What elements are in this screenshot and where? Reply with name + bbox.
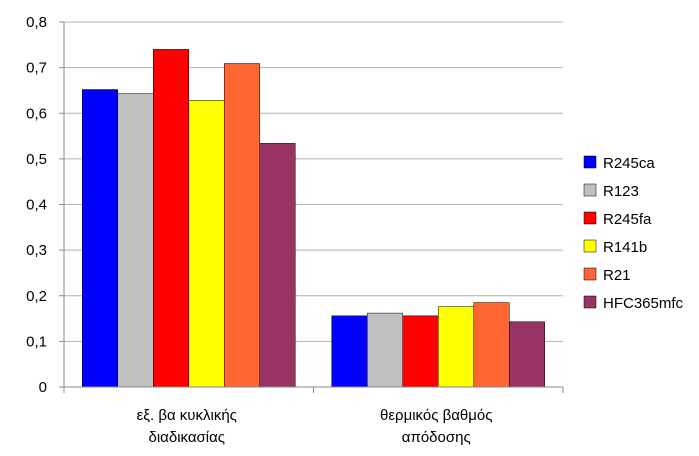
bar-r245ca-1 bbox=[82, 89, 118, 388]
y-tick-label: 0,7 bbox=[26, 60, 47, 77]
legend-label: R123 bbox=[603, 183, 639, 200]
bar-r21-1 bbox=[224, 63, 260, 388]
legend-swatch bbox=[583, 211, 597, 225]
y-tick-label: 0,3 bbox=[26, 242, 47, 259]
bar-r123-2 bbox=[367, 312, 403, 388]
bar-r123-1 bbox=[117, 93, 154, 388]
bar-r245fa-1 bbox=[153, 49, 189, 388]
legend-swatch bbox=[583, 155, 597, 169]
legend-label: R141b bbox=[603, 239, 647, 256]
bar-r245ca-2 bbox=[331, 315, 368, 388]
y-tick-label: 0,2 bbox=[26, 288, 47, 305]
y-tick-label: 0,1 bbox=[26, 333, 47, 350]
x-category-label: θερμικός βαθμός bbox=[380, 407, 492, 424]
y-tick-label: 0 bbox=[39, 379, 47, 396]
legend-swatch bbox=[583, 239, 597, 253]
bar-hfc365mfc-1 bbox=[259, 143, 296, 388]
x-category-label: εξ. βα κυκλικής bbox=[137, 407, 237, 424]
bar-r245fa-2 bbox=[402, 315, 439, 388]
bar-r141b-2 bbox=[438, 306, 474, 388]
legend-label: R245fa bbox=[603, 211, 652, 228]
legend: R245ca R123 R245fa R141b R21 HFC365mfc bbox=[583, 155, 684, 312]
legend-swatch bbox=[583, 295, 597, 309]
x-category-label: απόδοσης bbox=[402, 429, 471, 446]
bar-hfc365mfc-2 bbox=[509, 321, 545, 388]
y-tick-label: 0,8 bbox=[26, 14, 47, 31]
legend-label: R245ca bbox=[603, 155, 655, 172]
y-tick-label: 0,6 bbox=[26, 105, 47, 122]
legend-label: R21 bbox=[603, 267, 631, 284]
y-tick-label: 0,5 bbox=[26, 151, 47, 168]
axes bbox=[63, 22, 563, 388]
bars bbox=[63, 49, 564, 393]
legend-swatch bbox=[583, 183, 597, 197]
y-tick-label: 0,4 bbox=[26, 197, 47, 214]
bar-r141b-1 bbox=[188, 100, 225, 388]
x-category-label: διαδικασίας bbox=[148, 429, 225, 446]
x-category-labels: εξ. βα κυκλικής διαδικασίας θερμικός βαθμό… bbox=[137, 407, 493, 446]
y-tick-labels: 0 0,1 0,2 0,3 0,4 0,5 0,6 0,7 0,8 bbox=[26, 14, 47, 396]
legend-label: HFC365mfc bbox=[603, 295, 684, 312]
legend-swatch bbox=[583, 267, 597, 281]
bar-r21-2 bbox=[473, 302, 510, 388]
